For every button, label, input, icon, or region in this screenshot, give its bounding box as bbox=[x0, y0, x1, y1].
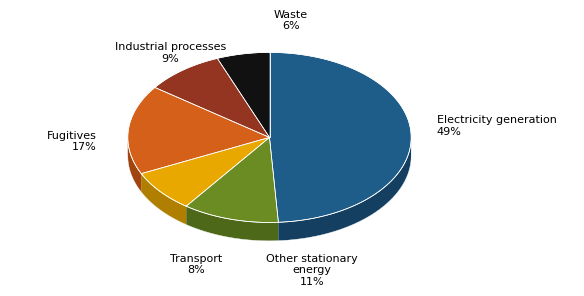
Polygon shape bbox=[186, 137, 279, 223]
Text: Waste
6%: Waste 6% bbox=[274, 9, 308, 31]
Text: Fugitives
17%: Fugitives 17% bbox=[47, 131, 96, 152]
Polygon shape bbox=[155, 58, 269, 137]
Text: Transport
8%: Transport 8% bbox=[170, 254, 222, 275]
Polygon shape bbox=[128, 138, 141, 192]
Polygon shape bbox=[141, 174, 186, 225]
Polygon shape bbox=[128, 87, 269, 174]
Text: Electricity generation
49%: Electricity generation 49% bbox=[437, 115, 557, 137]
Text: Industrial processes
9%: Industrial processes 9% bbox=[114, 42, 226, 64]
Polygon shape bbox=[217, 52, 269, 137]
Polygon shape bbox=[279, 141, 411, 241]
Polygon shape bbox=[269, 52, 411, 222]
Polygon shape bbox=[186, 206, 279, 241]
Text: Other stationary
energy
11%: Other stationary energy 11% bbox=[266, 254, 358, 287]
Polygon shape bbox=[141, 137, 269, 206]
